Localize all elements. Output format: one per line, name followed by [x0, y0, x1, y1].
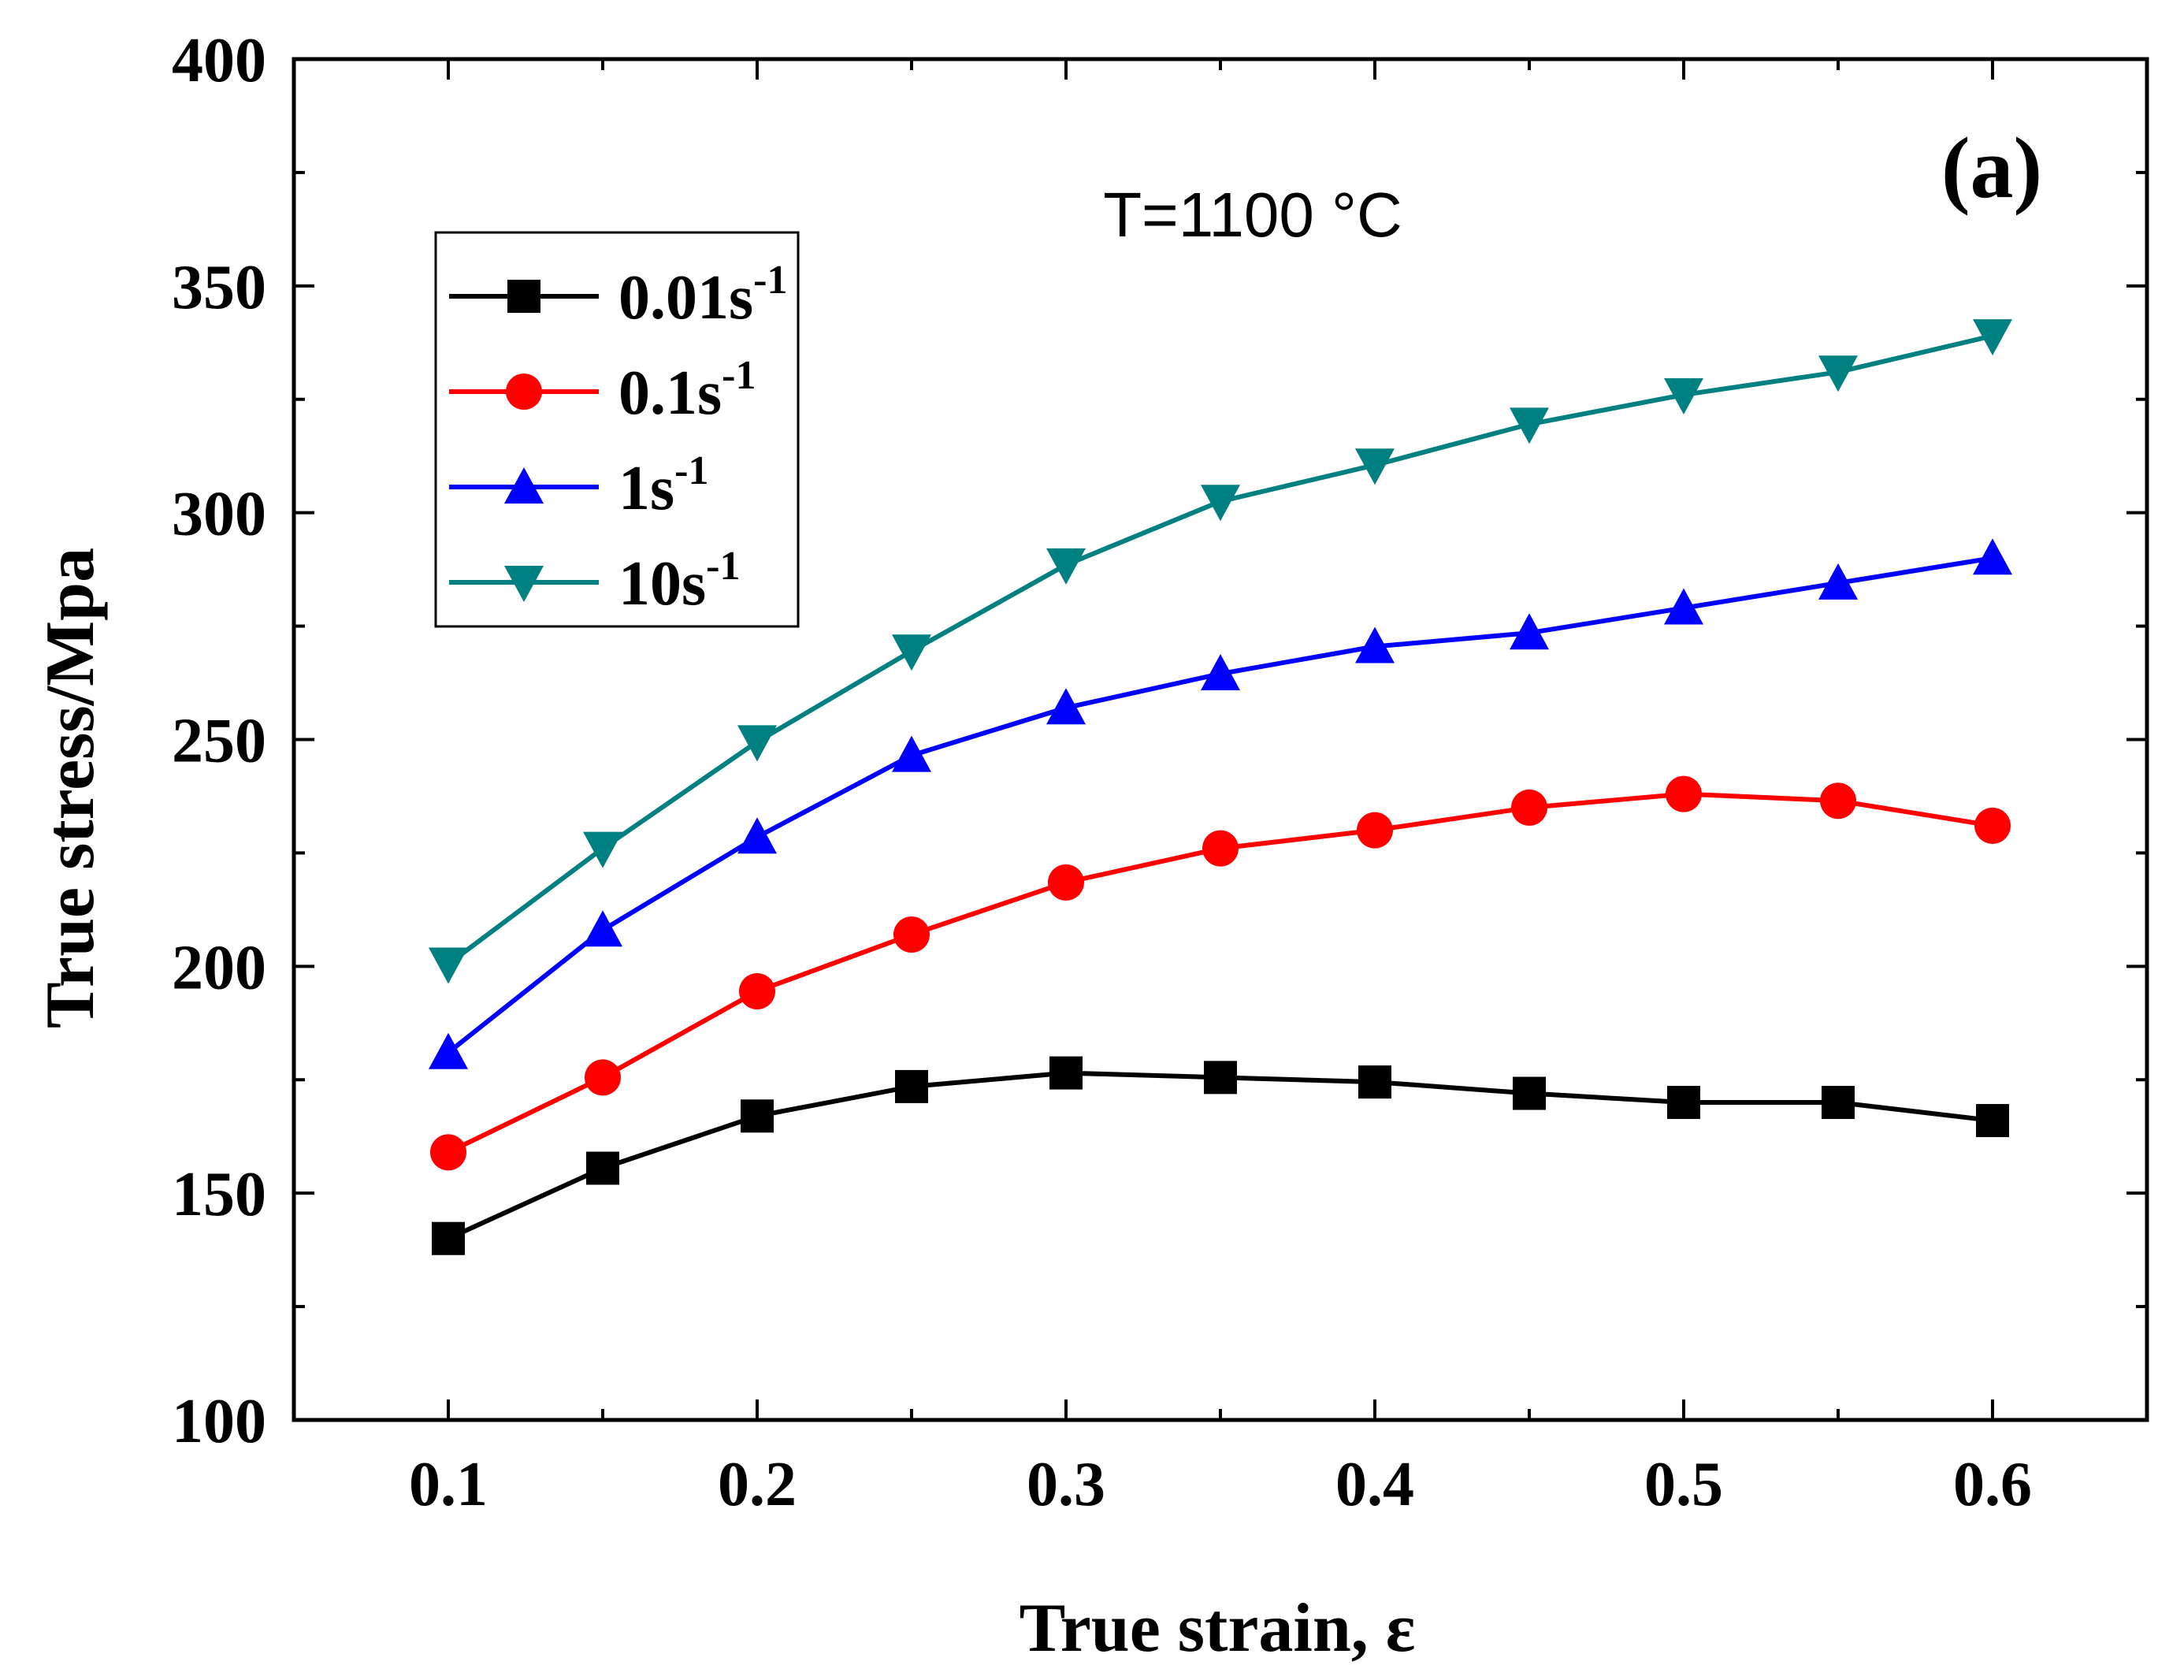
legend-marker [504, 566, 544, 602]
data-point [737, 817, 777, 854]
axis-ticks: 0.1 0.2 0.3 0.4 0.5 0.6 100 150 200 250 300 350 400 [172, 26, 2147, 1519]
data-point [1973, 538, 2012, 575]
series-2 [430, 775, 2011, 1171]
y-tick-label: 100 [172, 1387, 266, 1456]
y-tick-label: 200 [172, 933, 266, 1002]
legend-marker [506, 374, 542, 410]
legend-item: 10s-1 [449, 544, 740, 619]
x-tick-label: 0.6 [1953, 1450, 2032, 1519]
data-point [1974, 807, 2011, 844]
data-point [1973, 319, 2012, 356]
data-point [1664, 377, 1703, 414]
x-tick-label: 0.4 [1335, 1450, 1414, 1519]
legend-item: 0.1s-1 [449, 353, 756, 428]
legend-items: 0.01s-1 0.1s-1 1s-1 10s-1 [449, 258, 787, 619]
x-tick-label: 0.5 [1644, 1450, 1723, 1519]
data-point [585, 1059, 621, 1096]
data-point [892, 735, 931, 772]
data-point [739, 972, 775, 1009]
x-tick-label: 0.1 [409, 1450, 488, 1519]
panel-label: (a) [1941, 120, 2042, 216]
y-tick-label: 250 [172, 707, 266, 776]
data-point [1201, 654, 1240, 691]
data-point [1355, 626, 1395, 663]
data-point [1664, 588, 1703, 625]
data-point [1202, 830, 1239, 867]
data-point [1513, 1076, 1546, 1110]
series-1 [432, 1056, 2009, 1255]
series-3 [429, 538, 2012, 1069]
data-point [430, 1134, 466, 1171]
data-point [429, 1032, 468, 1069]
legend-label: 10s-1 [618, 544, 740, 619]
y-axis-title: True stress/Mpa [32, 548, 109, 1028]
data-point [1046, 688, 1086, 725]
y-tick-label: 350 [172, 253, 266, 322]
data-point [1820, 782, 1856, 820]
legend: 0.01s-1 0.1s-1 1s-1 10s-1 [434, 231, 800, 628]
legend-label: 0.1s-1 [618, 353, 756, 428]
data-point [893, 916, 930, 953]
legend-item: 0.01s-1 [449, 258, 787, 333]
legend-marker [504, 467, 544, 504]
data-point [586, 1151, 619, 1185]
data-point [1357, 812, 1393, 849]
y-tick-label: 300 [172, 480, 266, 549]
x-tick-label: 0.2 [718, 1450, 797, 1519]
legend-item: 1s-1 [449, 448, 708, 523]
data-point [1046, 548, 1086, 585]
series-group [429, 319, 2012, 1255]
data-point [895, 1069, 928, 1103]
series-line [447, 1070, 1993, 1241]
x-axis-title: True strain, ε [1020, 1590, 1416, 1667]
data-point [1204, 1061, 1237, 1095]
data-point [1355, 448, 1395, 485]
series-line [447, 556, 1993, 1055]
data-point [1667, 1086, 1700, 1120]
data-point [583, 831, 622, 868]
data-point [432, 1221, 465, 1255]
data-point [737, 725, 777, 762]
data-point [1818, 563, 1858, 600]
data-point [1822, 1086, 1855, 1120]
y-tick-label: 400 [172, 26, 266, 95]
legend-marker [507, 280, 540, 313]
data-point [1511, 789, 1547, 826]
data-point [1510, 613, 1549, 650]
data-point [1510, 407, 1549, 444]
temperature-annotation: T=1100 °C [1103, 180, 1402, 250]
data-point [1818, 355, 1858, 392]
x-tick-label: 0.3 [1027, 1450, 1105, 1519]
data-point [1048, 864, 1084, 901]
legend-label: 1s-1 [618, 448, 708, 523]
data-point [429, 947, 468, 984]
data-point [583, 910, 622, 947]
data-point [892, 634, 931, 671]
data-point [1049, 1056, 1083, 1090]
data-point [1976, 1104, 2009, 1138]
data-point [1201, 485, 1240, 522]
legend-label: 0.01s-1 [618, 258, 787, 333]
data-point [1666, 775, 1702, 812]
data-point [741, 1099, 774, 1133]
series-4 [429, 319, 2012, 984]
data-point [1358, 1065, 1391, 1099]
y-tick-label: 150 [172, 1160, 266, 1229]
